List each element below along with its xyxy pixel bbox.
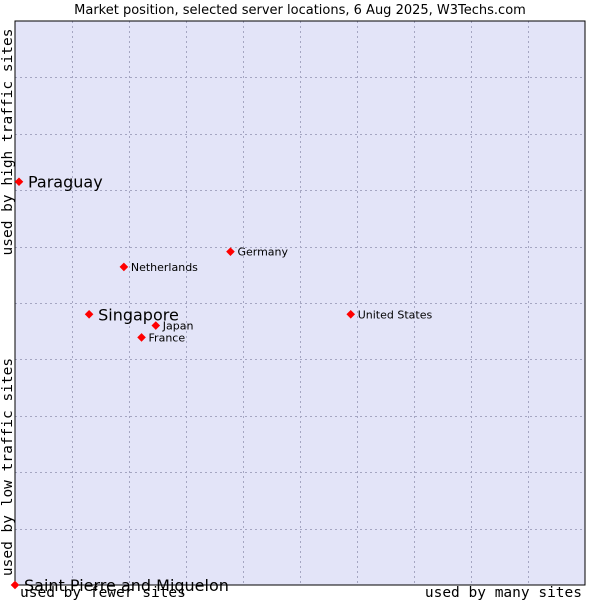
data-point-netherlands xyxy=(119,262,129,272)
y-axis-label-low: used by low traffic sites xyxy=(0,358,16,576)
data-point-singapore xyxy=(84,309,94,319)
data-label-japan: Japan xyxy=(162,320,194,333)
x-axis-label-low: used by fewer sites xyxy=(20,585,186,600)
data-label-saint-pierre-and-miquelon: Saint Pierre and Miquelon xyxy=(24,576,229,595)
data-point-saint-pierre-and-miquelon xyxy=(10,580,20,590)
data-points: Paraguay Germany Netherlands Singapore Unite… xyxy=(10,173,433,595)
y-axis-label-high: used by high traffic sites xyxy=(0,29,16,256)
data-point-united-states xyxy=(346,309,356,319)
data-label-singapore: Singapore xyxy=(98,305,179,324)
plot-border xyxy=(14,20,586,586)
data-label-france: France xyxy=(149,331,186,344)
data-label-united-states: United States xyxy=(358,308,433,321)
data-label-netherlands: Netherlands xyxy=(131,261,198,274)
data-point-japan xyxy=(151,321,161,330)
data-label-germany: Germany xyxy=(237,246,288,259)
chart-title: Market position, selected server locatio… xyxy=(74,3,526,18)
grid-lines xyxy=(15,21,585,585)
x-axis-label-high: used by many sites xyxy=(425,585,582,600)
data-point-germany xyxy=(226,247,235,256)
data-point-france xyxy=(137,333,146,342)
data-label-paraguay: Paraguay xyxy=(28,173,103,192)
data-point-paraguay xyxy=(14,177,24,187)
